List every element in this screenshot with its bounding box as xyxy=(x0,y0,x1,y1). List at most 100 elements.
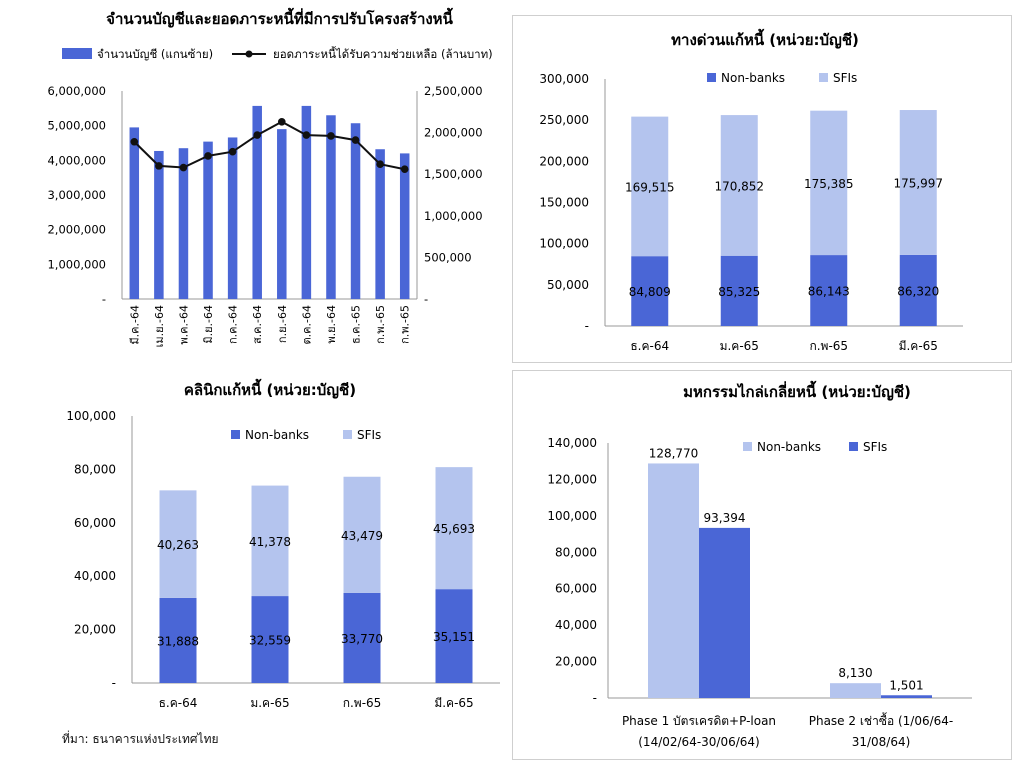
bar-sfis xyxy=(631,116,669,257)
chart-title: ทางด่วนแก้หนี้ (หน่วย:บัญชี) xyxy=(671,28,859,49)
y-tick-label: - xyxy=(112,676,116,690)
point-debt xyxy=(179,163,188,172)
line-debt xyxy=(133,120,405,171)
x-tick-label: พ.ย.-64 xyxy=(325,305,338,344)
chart-mediation-svg: มหกรรมไกล่เกลี่ยหนี้ (หน่วย:บัญชี) Non-ba… xyxy=(547,380,972,749)
bar-accounts xyxy=(203,141,213,299)
bar-sfis xyxy=(810,110,848,256)
x-tick-label: ก.ค.-64 xyxy=(227,305,240,344)
chart-title: มหกรรมไกล่เกลี่ยหนี้ (หน่วย:บัญชี) xyxy=(683,380,911,401)
source-note: ที่มา: ธนาคารแห่งประเทศไทย xyxy=(62,732,219,746)
data-label-non-banks: 31,888 xyxy=(157,634,199,648)
x-tick-label: ม.ค-65 xyxy=(250,696,289,710)
y-tick-label: 40,000 xyxy=(555,618,597,632)
point-debt xyxy=(277,117,286,126)
bar-non-banks xyxy=(631,256,669,326)
legend-swatch-sfis xyxy=(343,430,352,439)
data-label-sfis: 45,693 xyxy=(433,522,475,536)
y-tick-label-left: 4,000,000 xyxy=(47,153,106,167)
y-tick-label: 100,000 xyxy=(547,509,597,523)
x-tick-label: ก.พ-65 xyxy=(343,696,382,710)
data-label-non-banks: 85,325 xyxy=(718,285,760,299)
y-tick-label: 40,000 xyxy=(74,569,116,583)
data-label-non-banks: 86,320 xyxy=(897,284,939,298)
y-tick-label-left: - xyxy=(102,292,106,306)
bar-sfis xyxy=(435,467,473,590)
legend-label-sfis: SFIs xyxy=(863,440,887,454)
x-tick-label: ต.ค.-64 xyxy=(300,305,313,344)
legend-swatch-non-banks xyxy=(743,442,752,451)
data-label-non-banks: 35,151 xyxy=(433,630,475,644)
bar-non-banks xyxy=(648,463,699,698)
data-label-sfis: 175,997 xyxy=(893,176,943,190)
data-label-sfis: 93,394 xyxy=(704,511,746,525)
legend-swatch-accounts xyxy=(62,48,92,59)
bar-sfis xyxy=(881,695,932,698)
chart-debt-clinic-svg: คลินิกแก้หนี้ (หน่วย:บัญชี) Non-banks SFIs… xyxy=(66,378,500,710)
bar-non-banks xyxy=(435,589,473,683)
y-tick-label: 20,000 xyxy=(74,623,116,637)
data-label-sfis: 169,515 xyxy=(625,180,675,194)
chart-debt-express: ทางด่วนแก้หนี้ (หน่วย:บัญชี) Non-banks SFI… xyxy=(510,15,1017,365)
data-label-sfis: 41,378 xyxy=(249,535,291,549)
x-tick-label: ก.พ-65 xyxy=(809,339,848,353)
y-tick-label-right: 500,000 xyxy=(424,250,472,264)
legend-label-sfis: SFIs xyxy=(833,71,857,85)
x-tick-label: ธ.ค.-65 xyxy=(350,305,363,344)
y-tick-label-left: 1,000,000 xyxy=(47,257,106,271)
legend-marker-debt xyxy=(245,50,253,58)
data-label-sfis: 175,385 xyxy=(804,177,854,191)
legend-label-non-banks: Non-banks xyxy=(757,440,821,454)
bar-accounts xyxy=(277,129,287,299)
y-tick-label: - xyxy=(585,319,589,333)
bar-sfis xyxy=(899,110,937,255)
bar-accounts xyxy=(399,153,410,299)
bar-accounts xyxy=(375,149,385,299)
y-tick-label-left: 3,000,000 xyxy=(47,188,106,202)
y-tick-label-left: 2,000,000 xyxy=(47,223,106,237)
bar-non-banks xyxy=(830,683,881,698)
bar-accounts xyxy=(350,123,361,300)
x-tick-label: ธ.ค-64 xyxy=(159,696,198,710)
y-tick-label-left: 5,000,000 xyxy=(47,119,106,133)
bar-sfis xyxy=(251,485,289,597)
data-label-sfis: 43,479 xyxy=(341,529,383,543)
bar-non-banks xyxy=(159,597,197,683)
bar-non-banks xyxy=(251,596,289,683)
legend-swatch-non-banks xyxy=(707,73,716,82)
y-tick-label: 100,000 xyxy=(66,409,116,423)
bar-accounts xyxy=(326,115,336,300)
bar-non-banks xyxy=(720,255,758,326)
chart-title: จำนวนบัญชีและยอดภาระหนี้ที่มีการปรับโครง… xyxy=(106,7,453,28)
point-debt xyxy=(400,165,409,174)
bar-accounts xyxy=(178,148,189,299)
x-tick-label: พ.ค.-64 xyxy=(177,305,190,345)
bar-sfis xyxy=(699,527,750,698)
data-label-non-banks: 86,143 xyxy=(808,285,850,299)
y-tick-label: 150,000 xyxy=(539,196,589,210)
chart-restructure: จำนวนบัญชีและยอดภาระหนี้ที่มีการปรับโครง… xyxy=(0,0,510,365)
point-debt xyxy=(204,152,212,160)
y-tick-label: 20,000 xyxy=(555,655,597,669)
legend-label-non-banks: Non-banks xyxy=(721,71,785,85)
data-label-non-banks: 8,130 xyxy=(838,666,872,680)
chart-frame xyxy=(512,370,1012,760)
chart-debt-clinic: คลินิกแก้หนี้ (หน่วย:บัญชี) Non-banks SFIs… xyxy=(0,370,510,725)
y-tick-label: 200,000 xyxy=(539,154,589,168)
x-tick-label: ส.ค.-64 xyxy=(251,305,264,344)
x-tick-label: (14/02/64-30/06/64) xyxy=(638,735,759,749)
legend-label-debt: ยอดภาระหนี้ได้รับความช่วยเหลือ (ล้านบาท) xyxy=(273,46,493,61)
x-tick-label: ก.ย.-64 xyxy=(276,305,289,343)
bar-accounts xyxy=(301,105,312,299)
x-tick-label: ก.พ.-65 xyxy=(374,305,387,344)
bar-accounts xyxy=(129,127,140,300)
chart-mediation: มหกรรมไกล่เกลี่ยหนี้ (หน่วย:บัญชี) Non-ba… xyxy=(510,370,1017,761)
point-debt xyxy=(228,147,237,156)
point-debt xyxy=(302,131,311,139)
y-tick-label: 250,000 xyxy=(539,113,589,127)
x-tick-label: มี.ค-65 xyxy=(899,339,938,353)
data-label-sfis: 170,852 xyxy=(714,179,764,193)
chart-title: คลินิกแก้หนี้ (หน่วย:บัญชี) xyxy=(184,378,356,399)
bar-accounts xyxy=(252,105,262,299)
y-tick-label-right: 1,000,000 xyxy=(424,209,483,223)
